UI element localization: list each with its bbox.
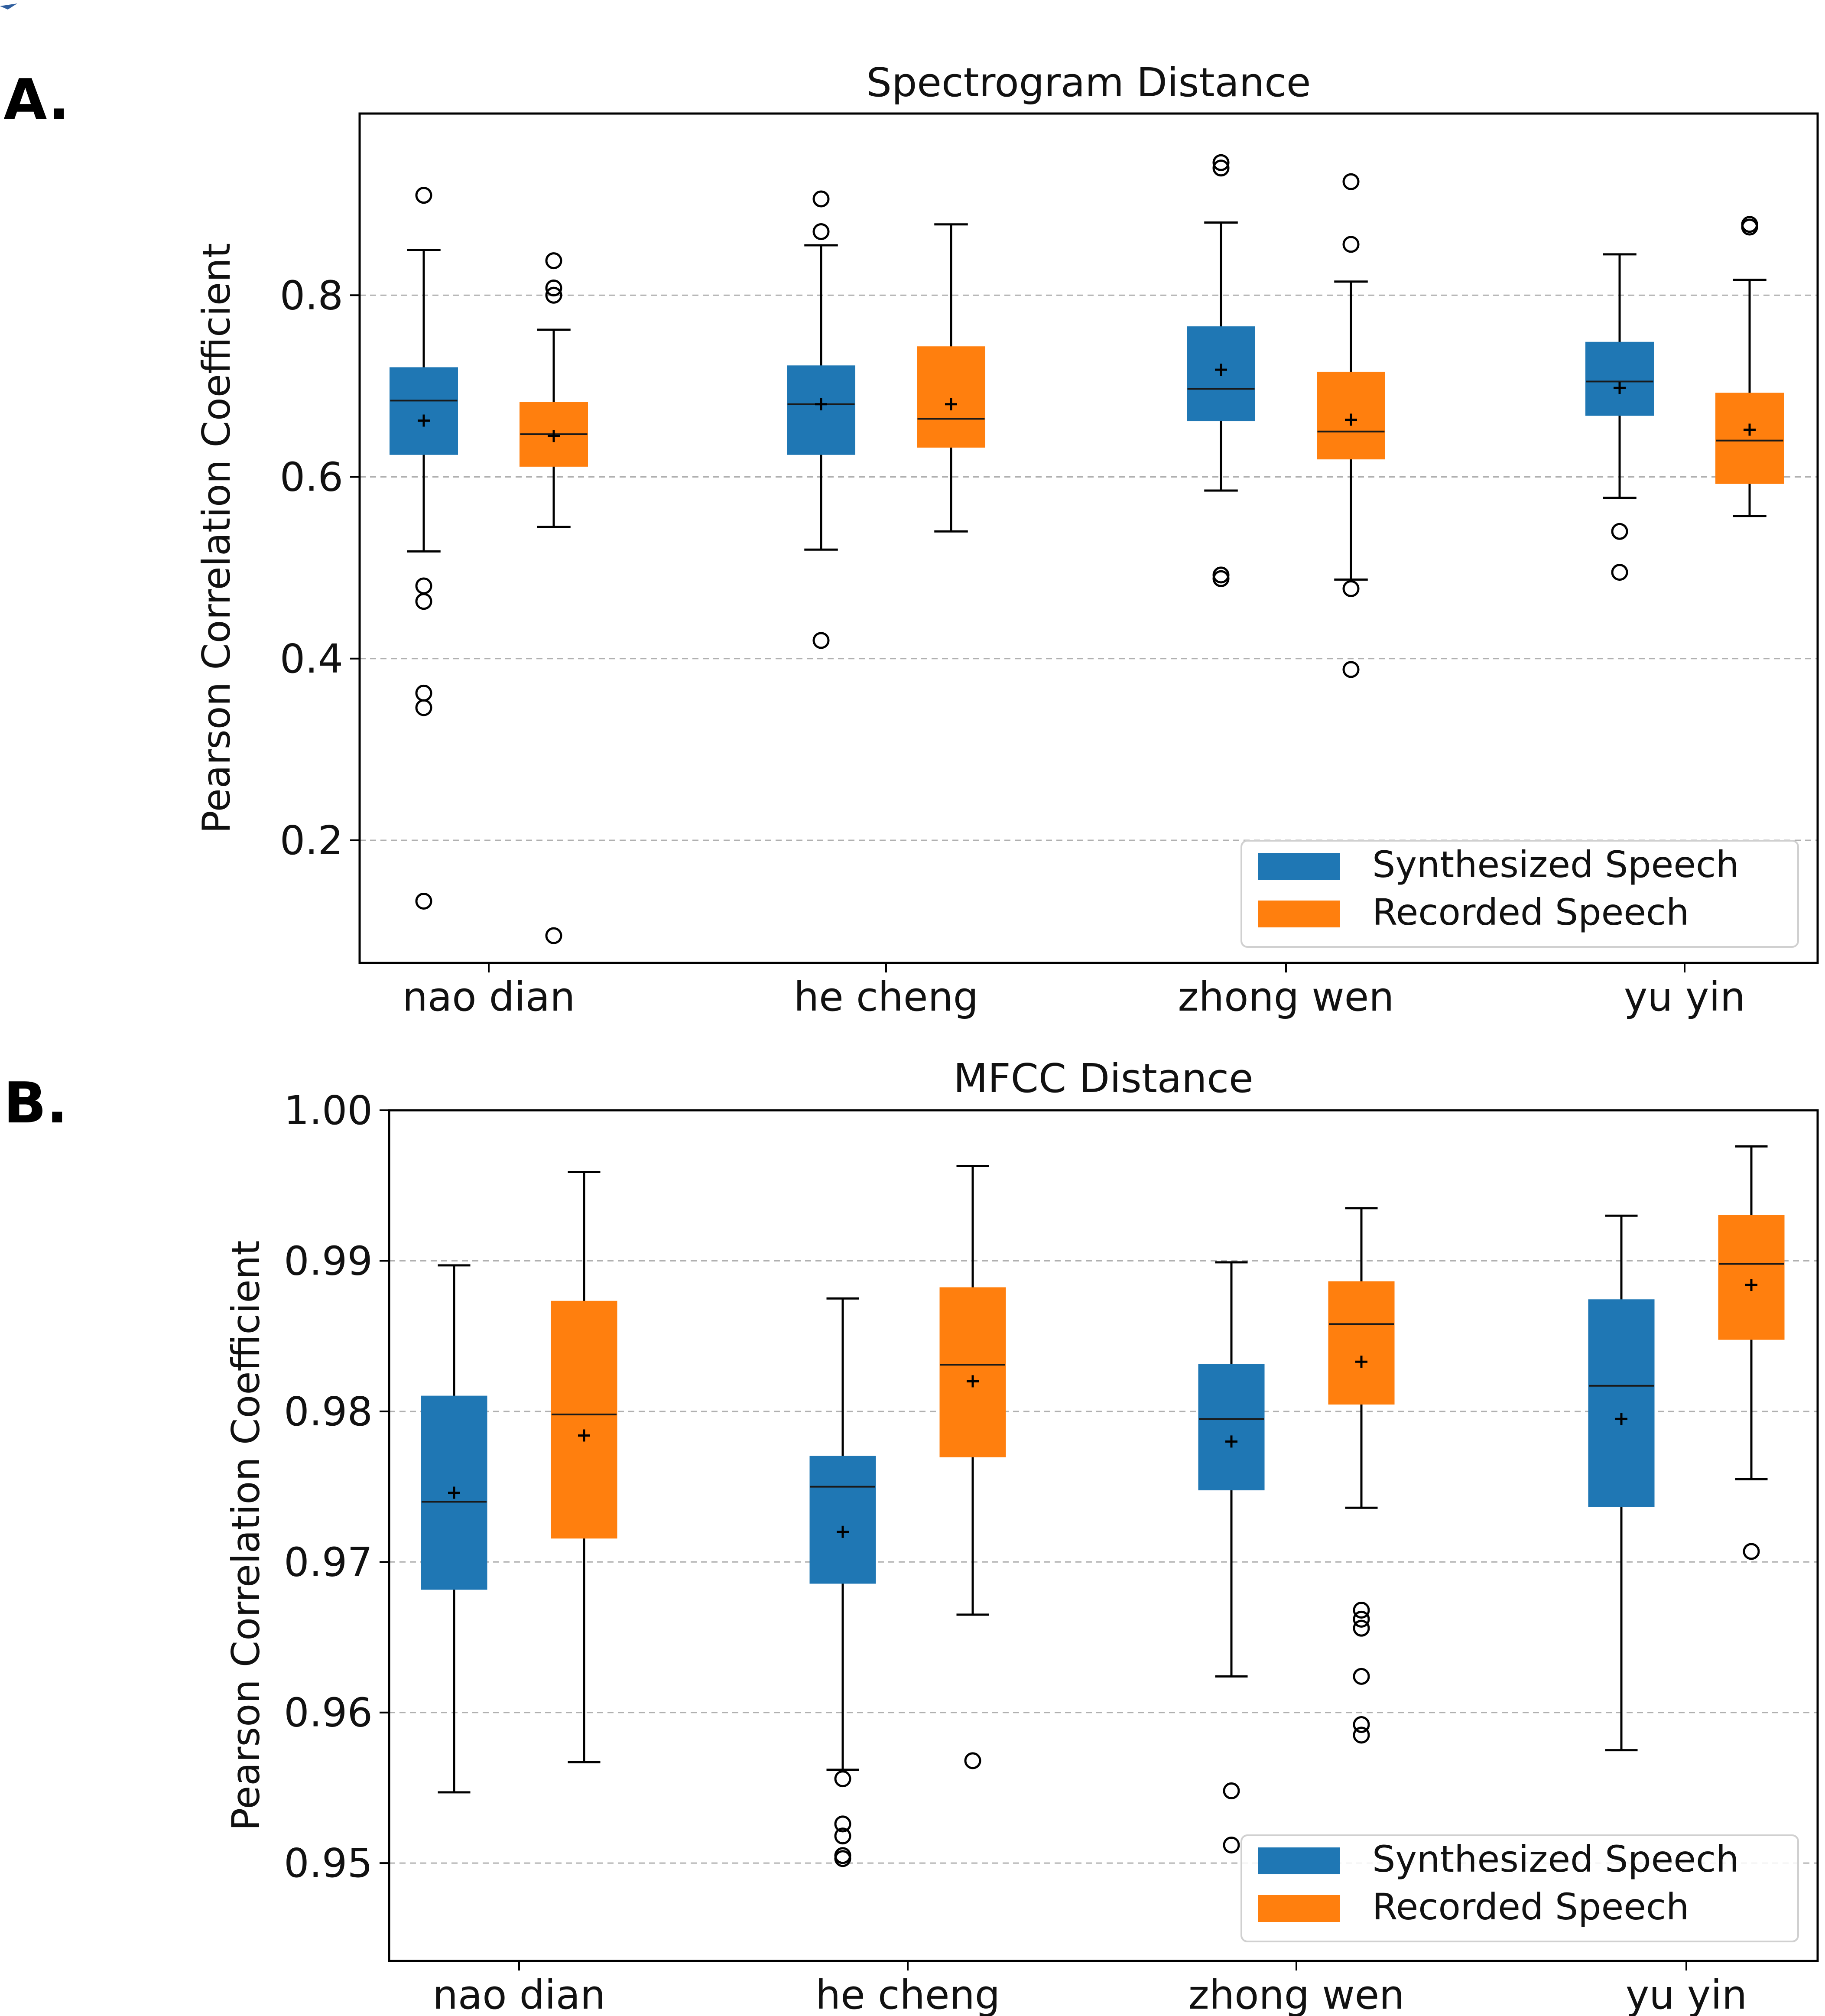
outlier-point <box>1353 1668 1370 1685</box>
outlier-point <box>1353 1716 1370 1733</box>
outlier-point <box>1342 580 1360 597</box>
box-synthesized-he-cheng <box>809 1456 876 1584</box>
outlier-point <box>1342 173 1360 190</box>
outlier-point <box>545 286 562 304</box>
outlier-point <box>1353 1610 1370 1628</box>
box-recorded-yu-yin <box>1715 393 1784 484</box>
y-tick-label: 0.95 <box>284 1840 373 1886</box>
outlier-point <box>812 632 830 649</box>
y-axis-label: Pearson Correlation Coefficient <box>224 1240 268 1831</box>
legend-swatch-synthesized <box>1258 1847 1340 1874</box>
panel-b-mfcc-distance: B. MFCC Distance 0.95 0.96 0.97 0.98 0.99 1.00 P… <box>3 1055 1819 2016</box>
x-tick-label: nao dian <box>433 1972 606 2016</box>
outlier-point <box>415 892 432 910</box>
outlier-point <box>415 593 432 610</box>
y-tick-label: 0.99 <box>284 1238 373 1284</box>
x-tick-label: nao dian <box>403 974 575 1020</box>
axes-frame <box>358 112 1819 964</box>
y-tick-label: 0.97 <box>284 1539 373 1585</box>
outlier-point <box>834 1770 851 1788</box>
panel-label: B. <box>3 1070 68 1136</box>
x-tick-label: zhong wen <box>1189 1972 1405 2016</box>
y-tick-label: 0.2 <box>280 817 343 864</box>
outlier-point <box>545 279 562 296</box>
chart-title: MFCC Distance <box>953 1055 1253 1102</box>
panel-label: A. <box>3 67 69 133</box>
x-tick-label: he cheng <box>815 1972 1000 2016</box>
outlier-point <box>812 190 830 208</box>
y-tick-label: 0.6 <box>280 454 343 501</box>
x-tick-label: yu yin <box>1624 974 1745 1020</box>
outlier-point <box>545 927 562 944</box>
legend-swatch-recorded <box>1258 1895 1340 1922</box>
outlier-point <box>1611 564 1628 581</box>
legend-entry-label: Synthesized Speech <box>1372 1838 1739 1880</box>
outlier-point <box>415 699 432 716</box>
outlier-point <box>812 223 830 241</box>
box-recorded-he-cheng <box>939 1287 1006 1457</box>
legend-box <box>1240 1834 1799 1942</box>
outlier-point <box>415 187 432 204</box>
legend-entry-label: Recorded Speech <box>1372 891 1689 933</box>
box-synthesized-yu-yin <box>1588 1299 1655 1507</box>
box-recorded-nao-dian <box>551 1301 617 1539</box>
chart-title: Spectrogram Distance <box>867 59 1311 106</box>
outlier-point <box>1353 1727 1370 1744</box>
outlier-point <box>1353 1619 1370 1637</box>
box-recorded-he-cheng <box>917 346 985 448</box>
outlier-point <box>1212 154 1230 171</box>
legend-entry-label: Recorded Speech <box>1372 1886 1689 1928</box>
outlier-point <box>1353 1601 1370 1619</box>
outlier-point <box>1342 661 1360 678</box>
legend-box <box>1240 840 1799 948</box>
legend-entry-label: Synthesized Speech <box>1372 843 1739 886</box>
y-axis-label: Pearson Correlation Coefficient <box>194 243 239 834</box>
outlier-point <box>1223 1836 1240 1853</box>
panel-a-spectrogram-distance: A. Spectrogram Distance 0.2 0.4 0.6 0.8 Pearso… <box>3 59 1819 1020</box>
box-synthesized-nao-dian <box>390 367 458 455</box>
legend-swatch-synthesized <box>1258 853 1340 880</box>
y-tick-label: 1.00 <box>284 1087 373 1134</box>
y-tick-label: 0.96 <box>284 1690 373 1736</box>
box-synthesized-yu-yin <box>1585 341 1654 416</box>
x-tick-label: yu yin <box>1626 1972 1747 2016</box>
outlier-point <box>834 1850 851 1867</box>
box-recorded-yu-yin <box>1718 1215 1785 1340</box>
outlier-point <box>834 1815 851 1833</box>
legend-swatch-recorded <box>1258 901 1340 927</box>
y-tick-label: 0.98 <box>284 1388 373 1435</box>
x-tick-label: he cheng <box>794 974 978 1020</box>
corner-mark-icon <box>0 3 17 10</box>
box-synthesized-zhong-wen <box>1198 1364 1265 1491</box>
outlier-point <box>1611 523 1628 540</box>
axes-frame <box>388 1109 1819 1962</box>
outlier-point <box>1342 236 1360 253</box>
outlier-point <box>834 1827 851 1845</box>
y-tick-label: 0.4 <box>280 636 343 682</box>
outlier-point <box>1741 218 1758 236</box>
box-recorded-zhong-wen <box>1328 1281 1395 1405</box>
outlier-point <box>1223 1782 1240 1799</box>
outlier-point <box>1212 570 1230 587</box>
outlier-point <box>1212 159 1230 177</box>
x-tick-label: zhong wen <box>1178 974 1394 1020</box>
outlier-point <box>545 252 562 270</box>
outlier-point <box>964 1752 981 1769</box>
outlier-point <box>1743 1543 1760 1560</box>
y-tick-label: 0.8 <box>280 272 343 319</box>
